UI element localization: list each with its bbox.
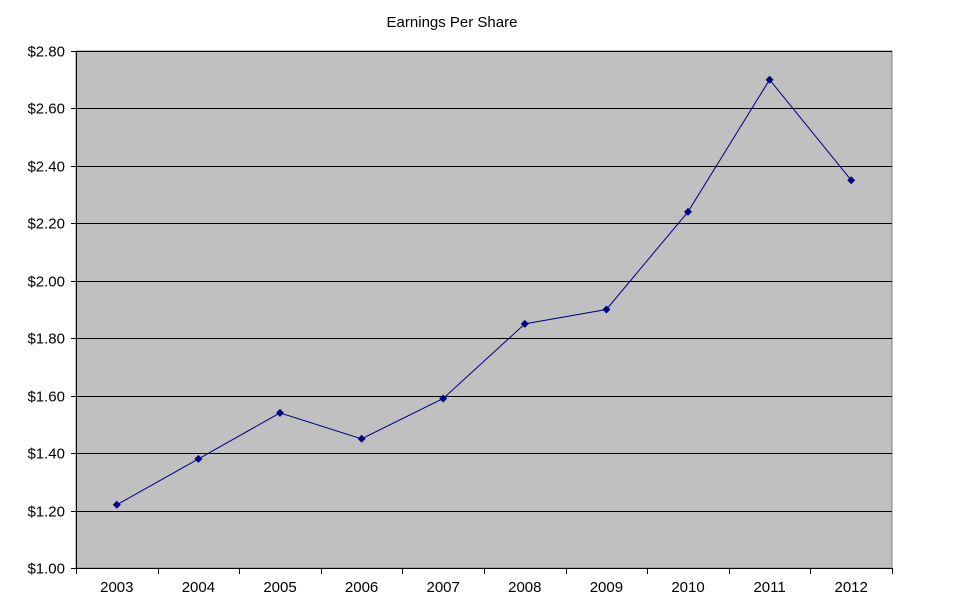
data-point-marker xyxy=(112,500,121,509)
gridlines xyxy=(76,51,892,512)
data-point-marker xyxy=(276,408,284,417)
y-axis-tick-label: $1.00 xyxy=(27,561,65,578)
x-axis-tick-label: 2005 xyxy=(263,579,296,596)
y-axis-tick-label: $2.40 xyxy=(27,159,65,176)
x-axis-tick-label: 2008 xyxy=(508,579,541,596)
y-axis-tick-label: $1.40 xyxy=(27,446,65,463)
y-axis-tick-label: $1.80 xyxy=(27,331,65,348)
y-axis-tick-label: $2.00 xyxy=(27,274,65,291)
x-axis-tick-label: 2007 xyxy=(427,579,460,596)
data-point-marker xyxy=(847,176,856,185)
x-axis-tick-label: 2010 xyxy=(671,579,704,596)
data-point-marker xyxy=(765,75,774,84)
y-axis-tick-label: $2.20 xyxy=(27,216,65,233)
x-axis-tick-label: 2004 xyxy=(182,579,215,596)
data-point-marker xyxy=(602,305,611,314)
data-point-marker xyxy=(357,434,366,443)
plot-area xyxy=(75,50,893,569)
x-axis-tick-labels: 2003 2004 2005 2006 2007 2008 2009 2010 2011 2012 xyxy=(76,568,893,596)
y-axis-tick-label: $2.60 xyxy=(27,101,65,118)
y-axis-tick-labels: $1.00 $1.20 $1.40 $1.60 $1.80 $2.00 $2.20 $2.40… xyxy=(27,44,76,578)
series-line xyxy=(116,78,852,506)
x-axis-tick-label: 2009 xyxy=(590,579,623,596)
x-axis-tick-label: 2003 xyxy=(100,579,133,596)
data-point-marker xyxy=(520,319,529,328)
x-axis-tick-label: 2012 xyxy=(835,579,868,596)
data-point-marker xyxy=(439,394,448,403)
series-layer xyxy=(112,75,856,509)
data-point-marker xyxy=(684,207,692,216)
chart-title: Earnings Per Share xyxy=(386,14,518,31)
x-axis-tick-label: 2006 xyxy=(345,579,378,596)
y-axis-tick-label: $2.80 xyxy=(27,44,65,61)
data-point-marker xyxy=(194,454,203,463)
y-axis-tick-label: $1.60 xyxy=(27,389,65,406)
y-axis-tick-label: $1.20 xyxy=(27,504,65,521)
x-axis-tick-label: 2011 xyxy=(753,579,785,596)
axes xyxy=(71,51,892,569)
